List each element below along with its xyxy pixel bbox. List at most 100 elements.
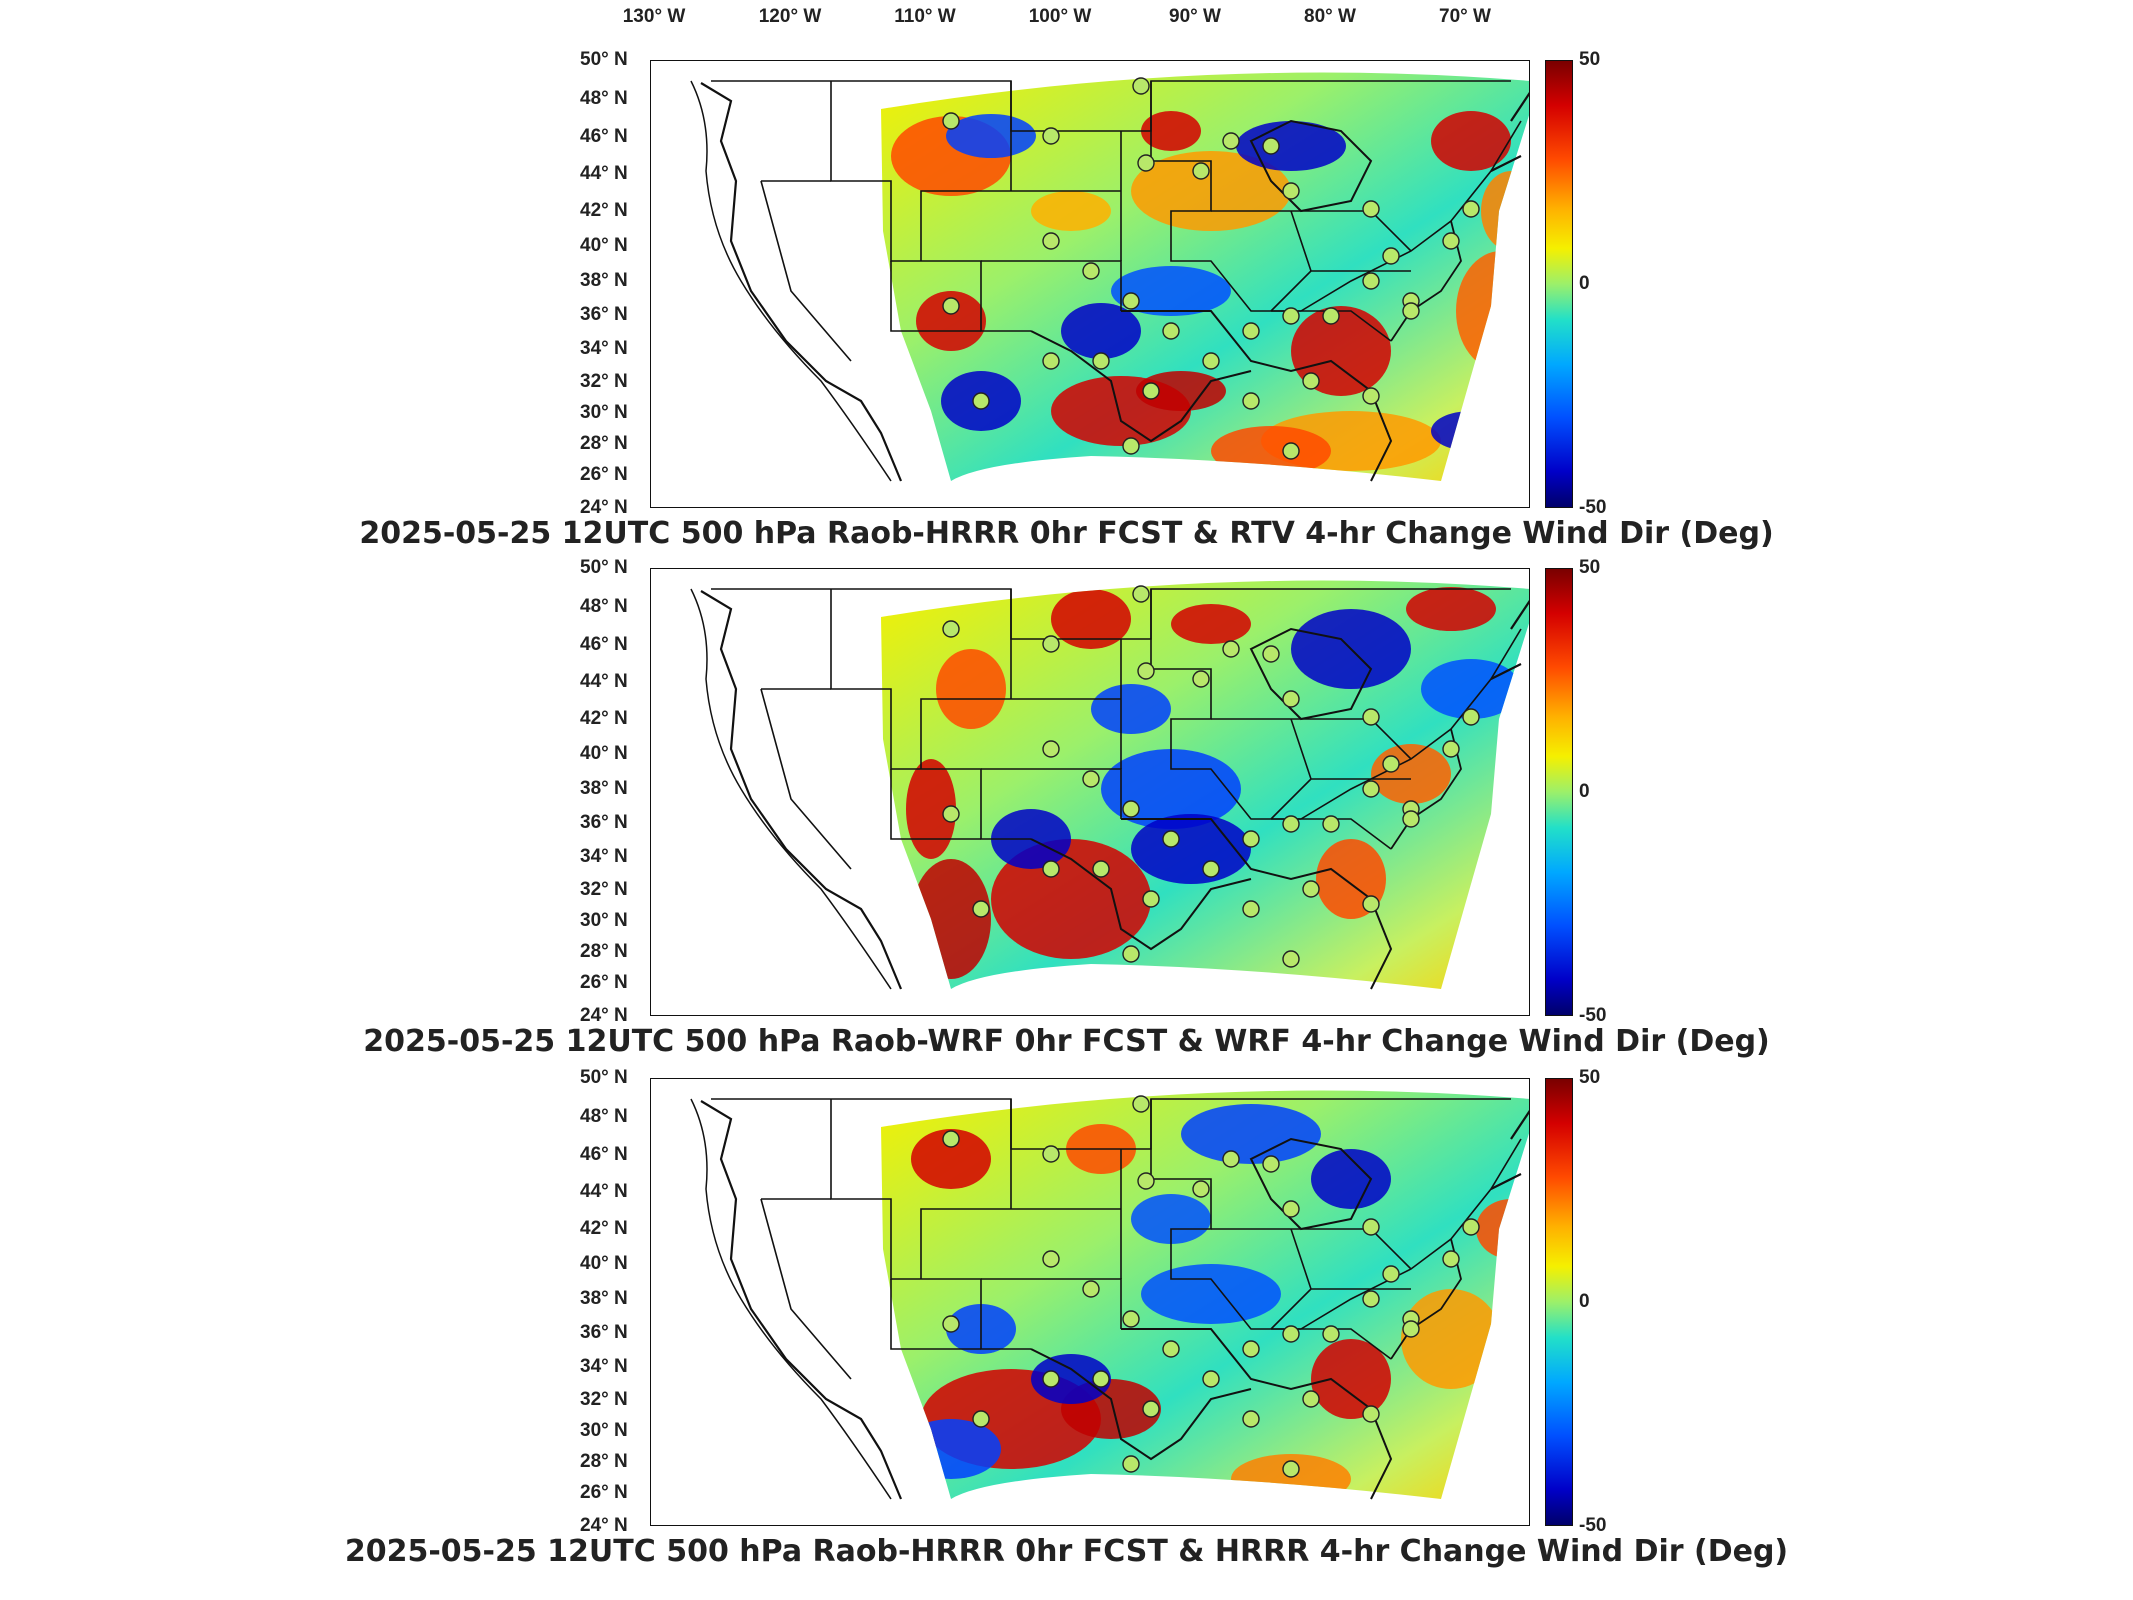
station-marker (1282, 182, 1300, 200)
map-canvas (690, 1090, 1529, 1500)
station-marker (1362, 387, 1380, 405)
field-anomaly-blob (1171, 604, 1251, 644)
lat-label: 32° N (580, 370, 628, 392)
station-marker (1302, 880, 1320, 898)
lat-label: 48° N (580, 1105, 628, 1127)
colorbar-label-mid: 0 (1579, 1291, 1590, 1312)
station-marker (1042, 740, 1060, 758)
station-marker (942, 297, 960, 315)
station-marker (1092, 352, 1110, 370)
station-marker (1282, 307, 1300, 325)
lat-label: 44° N (580, 163, 628, 185)
panel-title: 2025-05-25 12UTC 500 hPa Raob-WRF 0hr FC… (363, 1024, 1770, 1059)
lat-label: 38° N (580, 777, 628, 799)
station-marker (1282, 442, 1300, 460)
lat-label: 32° N (580, 1388, 628, 1410)
station-marker (1282, 1325, 1300, 1343)
field-anomaly-blob (906, 759, 956, 859)
field-anomaly-blob (911, 1129, 991, 1189)
field-anomaly-blob (1431, 411, 1511, 451)
station-marker (1042, 232, 1060, 250)
lat-label: 30° N (580, 402, 628, 424)
lat-label: 44° N (580, 671, 628, 693)
lat-label: 46° N (580, 633, 628, 655)
lon-label: 70° W (1439, 6, 1491, 27)
station-marker (1042, 1145, 1060, 1163)
field-anomaly-blob (1421, 659, 1521, 719)
lat-label: 50° N (580, 557, 628, 578)
station-marker (1402, 1320, 1420, 1338)
lat-label: 30° N (580, 910, 628, 932)
field-anomaly-blob (1401, 1289, 1501, 1389)
station-marker (1122, 945, 1140, 963)
station-marker (1082, 1280, 1100, 1298)
colorbar (1545, 568, 1573, 1016)
station-marker (1132, 585, 1150, 603)
map-canvas (690, 580, 1529, 990)
station-marker (972, 392, 990, 410)
station-marker (1362, 780, 1380, 798)
station-marker (1442, 232, 1460, 250)
field-anomaly-blob (1131, 814, 1251, 884)
station-marker (1122, 1455, 1140, 1473)
station-marker (1382, 247, 1400, 265)
lat-label: 32° N (580, 878, 628, 900)
lat-label: 34° N (580, 337, 628, 359)
panel-title: 2025-05-25 12UTC 500 hPa Raob-HRRR 0hr F… (359, 516, 1774, 551)
station-marker (1282, 690, 1300, 708)
panel-title: 2025-05-25 12UTC 500 hPa Raob-HRRR 0hr F… (344, 1534, 1789, 1569)
station-marker (1442, 740, 1460, 758)
lat-label: 28° N (580, 433, 628, 455)
boundary-lines (690, 1098, 1529, 1500)
station-marker (1122, 292, 1140, 310)
station-marker (1082, 770, 1100, 788)
lat-label: 40° N (580, 743, 628, 765)
station-marker (1192, 1180, 1210, 1198)
map-canvas (690, 72, 1529, 482)
lat-label: 48° N (580, 87, 628, 109)
station-marker (1302, 1390, 1320, 1408)
colorbar-label-mid: 0 (1579, 781, 1590, 802)
station-marker (1137, 154, 1155, 172)
lat-label: 36° N (580, 812, 628, 834)
station-marker (1302, 372, 1320, 390)
station-marker (1202, 1370, 1220, 1388)
lat-label: 38° N (580, 269, 628, 291)
station-marker (1122, 1310, 1140, 1328)
field-anomaly-blob (1481, 939, 1529, 990)
field-anomaly-blob (1141, 1264, 1281, 1324)
station-marker (1282, 950, 1300, 968)
field-anomaly-blob (901, 1419, 1001, 1479)
field-anomaly-blob (1131, 1194, 1211, 1244)
lat-label: 34° N (580, 845, 628, 867)
lat-label: 42° N (580, 707, 628, 729)
colorbar-label-mid: 0 (1579, 273, 1590, 294)
lat-label: 28° N (580, 941, 628, 963)
colorbar-label-min: -50 (1579, 1515, 1607, 1536)
colorbar-label-max: 50 (1579, 49, 1601, 70)
station-marker (1362, 1405, 1380, 1423)
lat-label: 26° N (580, 1482, 628, 1504)
lon-label: 110° W (894, 6, 956, 27)
lat-label: 42° N (580, 199, 628, 221)
station-marker (1192, 162, 1210, 180)
station-marker (972, 900, 990, 918)
station-marker (1092, 860, 1110, 878)
lon-label: 130° W (622, 6, 686, 27)
station-marker (1082, 262, 1100, 280)
station-marker (1142, 1400, 1160, 1418)
field-anomaly-blob (1141, 111, 1201, 151)
station-marker (1202, 352, 1220, 370)
map-frame (650, 60, 1530, 508)
lat-label: 50° N (580, 49, 628, 70)
station-marker (972, 1410, 990, 1428)
station-marker (1202, 860, 1220, 878)
map-frame (650, 1078, 1530, 1526)
lat-label: 36° N (580, 1322, 628, 1344)
station-marker (1042, 1250, 1060, 1268)
lat-label: 30° N (580, 1420, 628, 1442)
station-marker (1222, 640, 1240, 658)
station-marker (942, 1315, 960, 1333)
station-marker (1462, 1218, 1480, 1236)
station-marker (1462, 200, 1480, 218)
